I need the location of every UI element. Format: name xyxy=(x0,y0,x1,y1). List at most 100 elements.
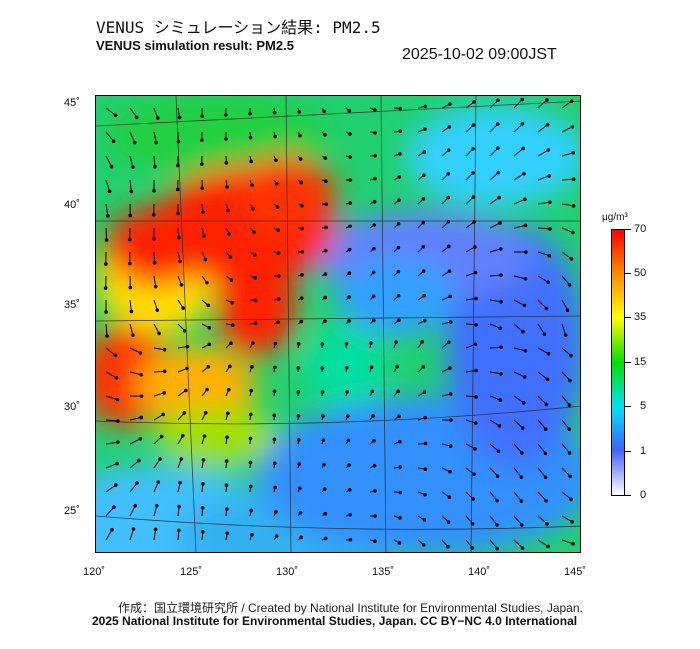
wind-arrow-head xyxy=(371,294,376,299)
wind-arrow-head xyxy=(272,461,277,466)
wind-arrow-head xyxy=(128,213,133,218)
wind-arrow xyxy=(513,148,524,157)
wind-arrow-head xyxy=(570,124,575,129)
wind-arrow-head xyxy=(420,339,424,344)
wind-arrow-head xyxy=(224,507,229,511)
wind-arrow-head xyxy=(448,320,453,324)
wind-arrow-head xyxy=(252,253,257,257)
wind-arrow-head xyxy=(111,139,116,144)
wind-arrow-head xyxy=(323,319,327,324)
wind-arrow-head xyxy=(348,201,353,205)
wind-arrow-head xyxy=(154,503,159,508)
lon-label: 140˚ xyxy=(468,566,491,578)
wind-arrow-head xyxy=(323,511,328,516)
wind-arrow-head xyxy=(519,499,524,504)
wind-arrow-head xyxy=(273,485,277,490)
wind-arrow-head xyxy=(104,310,108,314)
wind-arrow-head xyxy=(523,197,527,202)
wind-arrow xyxy=(537,251,550,257)
wind-arrow-head xyxy=(275,205,280,209)
wind-arrow-head xyxy=(177,235,181,240)
lat-label: 35˚ xyxy=(64,299,80,311)
colorbar-tick xyxy=(625,406,631,407)
wind-arrow-head xyxy=(565,308,570,313)
wind-arrow-head xyxy=(498,221,502,225)
wind-arrow xyxy=(105,419,118,422)
wind-arrow-head xyxy=(344,341,349,346)
wind-arrow xyxy=(489,515,498,526)
wind-arrow-head xyxy=(344,365,349,370)
wind-arrow-head xyxy=(153,284,158,289)
wind-arrow-head xyxy=(273,341,278,346)
wind-arrow xyxy=(537,467,546,478)
wind-arrow-head xyxy=(563,333,568,337)
wind-arrow-head xyxy=(178,259,182,264)
wind-arrow xyxy=(105,155,112,167)
wind-arrow xyxy=(489,299,502,303)
wind-arrow-head xyxy=(152,260,157,265)
wind-arrow-head xyxy=(421,196,426,201)
wind-arrow xyxy=(561,275,571,286)
wind-arrow-head xyxy=(373,153,377,158)
wind-arrow-head xyxy=(224,459,229,463)
wind-arrow-head xyxy=(324,202,328,207)
wind-arrow-head xyxy=(300,203,304,208)
wind-arrow-head xyxy=(203,410,208,415)
wind-arrow-head xyxy=(229,278,234,282)
wind-arrow-head xyxy=(249,388,254,393)
wind-arrow-head xyxy=(522,303,527,308)
wind-arrow-head xyxy=(568,378,572,383)
wind-arrow-head xyxy=(472,472,476,477)
wind-arrow xyxy=(537,149,549,157)
wind-arrow-head xyxy=(177,115,182,120)
wind-arrow-head xyxy=(248,412,253,417)
wind-arrow-head xyxy=(497,424,502,428)
wind-arrow-head xyxy=(522,375,527,379)
wind-arrow-head xyxy=(346,438,351,443)
wind-arrow xyxy=(105,529,113,541)
wind-arrow xyxy=(489,395,501,401)
wind-arrow-head xyxy=(545,377,550,382)
wind-arrow-head xyxy=(522,171,526,176)
wind-arrow-head xyxy=(228,255,233,260)
wind-arrow-head xyxy=(296,342,301,346)
wind-arrow-head xyxy=(159,434,164,439)
wind-arrow xyxy=(537,201,550,205)
wind-arrow xyxy=(129,460,140,469)
wind-arrow-head xyxy=(567,451,572,455)
wind-arrow-head xyxy=(473,342,478,346)
wind-arrow-head xyxy=(394,340,398,344)
wind-arrow xyxy=(537,299,547,309)
wind-arrow-head xyxy=(250,183,254,188)
wind-arrow-head xyxy=(398,152,402,156)
wind-arrow xyxy=(105,484,117,493)
wind-arrow-head xyxy=(422,318,427,323)
wind-arrow-head xyxy=(546,351,551,356)
wind-arrow xyxy=(513,515,523,526)
wind-arrow-head xyxy=(446,520,451,524)
colorbar-tick xyxy=(625,229,631,230)
wind-arrow-head xyxy=(569,497,573,502)
wind-arrow xyxy=(105,107,116,116)
wind-arrow-head xyxy=(276,297,281,301)
wind-arrow-head xyxy=(253,298,258,303)
wind-arrow-head xyxy=(300,273,304,277)
wind-arrow xyxy=(489,491,498,501)
wind-arrow-head xyxy=(372,246,376,251)
wind-arrow-head xyxy=(127,237,132,242)
wind-arrow-head xyxy=(499,299,503,304)
wind-arrow-head xyxy=(397,318,401,323)
wind-arrow-head xyxy=(448,469,452,474)
wind-arrow-head xyxy=(321,438,326,443)
wind-arrow-head xyxy=(571,204,576,208)
wind-arrow-head xyxy=(495,474,500,478)
wind-arrow-head xyxy=(447,269,452,274)
wind-arrow-head xyxy=(571,150,576,155)
wind-arrow-head xyxy=(112,505,116,509)
wind-arrow-head xyxy=(176,139,181,144)
wind-arrow-head xyxy=(274,181,279,186)
wind-arrow-head xyxy=(298,486,302,491)
wind-arrow xyxy=(129,323,134,336)
wind-arrow xyxy=(105,371,117,379)
wind-arrow-head xyxy=(448,102,452,106)
